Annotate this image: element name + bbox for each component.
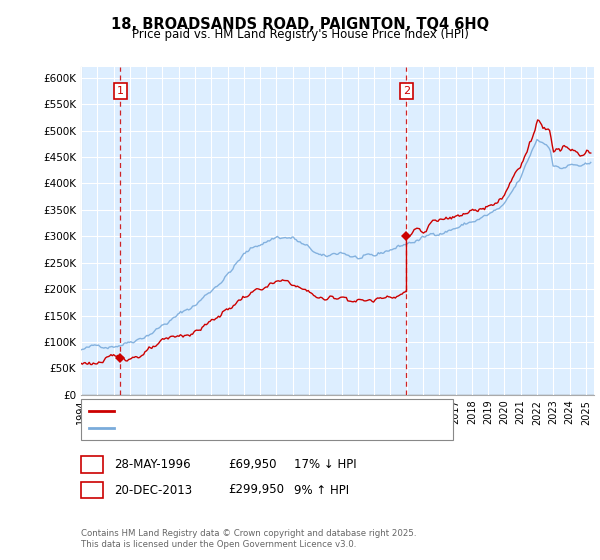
Text: 2: 2 (403, 86, 410, 96)
Text: Price paid vs. HM Land Registry's House Price Index (HPI): Price paid vs. HM Land Registry's House … (131, 28, 469, 41)
Text: £69,950: £69,950 (228, 458, 277, 472)
Text: Contains HM Land Registry data © Crown copyright and database right 2025.
This d: Contains HM Land Registry data © Crown c… (81, 529, 416, 549)
Text: 1: 1 (117, 86, 124, 96)
Text: 28-MAY-1996: 28-MAY-1996 (114, 458, 191, 472)
Text: 17% ↓ HPI: 17% ↓ HPI (294, 458, 356, 472)
Text: 9% ↑ HPI: 9% ↑ HPI (294, 483, 349, 497)
Text: £299,950: £299,950 (228, 483, 284, 497)
Text: HPI: Average price, detached house, Torbay: HPI: Average price, detached house, Torb… (117, 423, 344, 433)
Text: 2: 2 (88, 483, 96, 497)
Text: 20-DEC-2013: 20-DEC-2013 (114, 483, 192, 497)
Text: 18, BROADSANDS ROAD, PAIGNTON, TQ4 6HQ: 18, BROADSANDS ROAD, PAIGNTON, TQ4 6HQ (111, 17, 489, 32)
Text: 1: 1 (88, 458, 96, 472)
Text: 18, BROADSANDS ROAD, PAIGNTON, TQ4 6HQ (detached house): 18, BROADSANDS ROAD, PAIGNTON, TQ4 6HQ (… (117, 405, 454, 416)
